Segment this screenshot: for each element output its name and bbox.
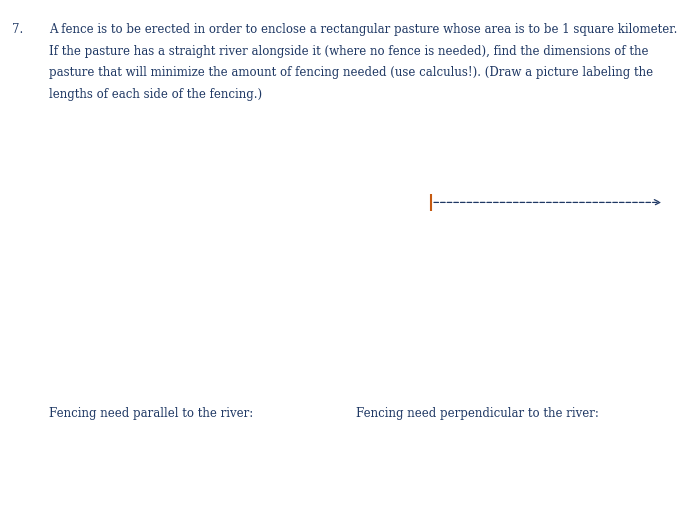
Text: If the pasture has a straight river alongside it (where no fence is needed), fin: If the pasture has a straight river alon…: [49, 44, 648, 58]
Text: A fence is to be erected in order to enclose a rectangular pasture whose area is: A fence is to be erected in order to enc…: [49, 23, 677, 36]
Text: Fencing need perpendicular to the river:: Fencing need perpendicular to the river:: [356, 407, 600, 420]
Text: lengths of each side of the fencing.): lengths of each side of the fencing.): [49, 88, 262, 101]
Text: pasture that will minimize the amount of fencing needed (use calculus!). (Draw a: pasture that will minimize the amount of…: [49, 66, 653, 79]
Text: Fencing need parallel to the river:: Fencing need parallel to the river:: [49, 407, 253, 420]
Text: 7.: 7.: [12, 23, 24, 36]
